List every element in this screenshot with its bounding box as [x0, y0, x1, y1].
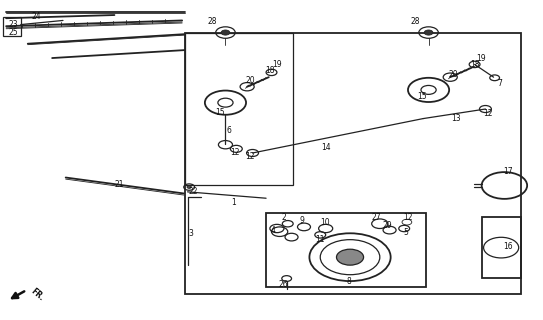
Text: 12: 12 [483, 109, 493, 118]
Text: 25: 25 [8, 28, 18, 37]
Text: 20: 20 [245, 76, 255, 85]
Circle shape [187, 186, 191, 188]
Text: 21: 21 [114, 180, 123, 189]
Text: 7: 7 [497, 79, 502, 88]
Bar [185, 33, 521, 294]
Text: 10: 10 [320, 218, 330, 227]
Text: 12: 12 [403, 213, 413, 222]
Text: 8: 8 [346, 277, 351, 286]
Bar [266, 212, 426, 287]
Text: 17: 17 [503, 167, 513, 176]
Text: 15: 15 [417, 92, 427, 101]
Bar [3, 17, 21, 36]
Circle shape [337, 249, 364, 265]
Text: 11: 11 [315, 235, 325, 244]
Text: 28: 28 [207, 17, 217, 26]
Circle shape [424, 30, 433, 35]
Text: 18: 18 [266, 66, 275, 75]
Bar [482, 217, 521, 278]
Text: 3: 3 [189, 229, 194, 238]
Text: 12: 12 [245, 152, 255, 161]
Text: 6: 6 [227, 125, 232, 134]
Circle shape [221, 30, 230, 35]
Text: 26: 26 [279, 280, 288, 289]
Bar [185, 33, 293, 186]
Text: 1: 1 [231, 197, 236, 206]
Text: 9: 9 [300, 216, 305, 225]
Text: 28: 28 [411, 17, 420, 26]
Text: 15: 15 [215, 108, 225, 117]
Text: 24: 24 [31, 12, 41, 21]
Text: 23: 23 [8, 20, 18, 29]
Text: 29: 29 [383, 221, 392, 230]
Text: 5: 5 [403, 228, 408, 237]
Text: 19: 19 [476, 53, 485, 62]
Text: 2: 2 [281, 213, 286, 222]
Text: 22: 22 [188, 187, 198, 196]
Text: 20: 20 [449, 70, 458, 79]
Text: 16: 16 [503, 242, 513, 251]
Text: FR.: FR. [29, 287, 46, 303]
Text: 19: 19 [272, 60, 282, 69]
Text: 4: 4 [271, 226, 275, 235]
Text: 27: 27 [372, 213, 381, 222]
Text: 12: 12 [230, 148, 240, 157]
Text: 14: 14 [321, 143, 331, 152]
Text: 18: 18 [470, 60, 479, 69]
Text: 13: 13 [451, 114, 460, 123]
